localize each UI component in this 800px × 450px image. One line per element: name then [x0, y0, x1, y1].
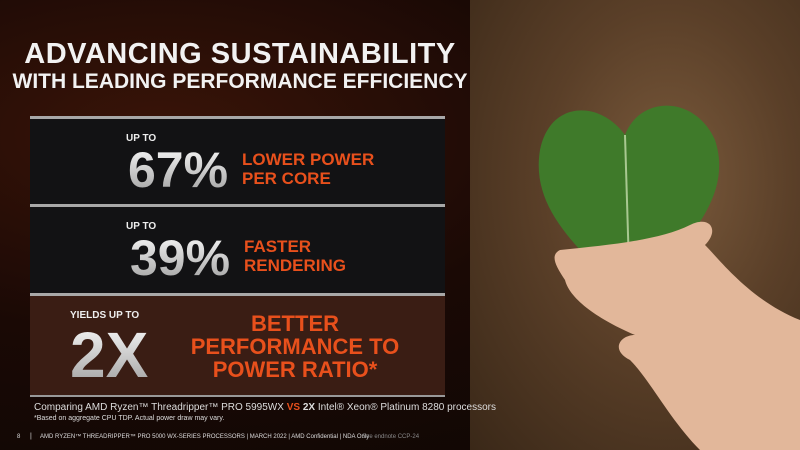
page-number: 8 — [17, 434, 21, 440]
stat-panel-efficiency: YIELDS UP TO 2X BETTER PERFORMANCE TO PO… — [30, 293, 445, 397]
title-line-1: ADVANCING SUSTAINABILITY — [24, 38, 456, 70]
footer-separator: | — [30, 433, 32, 440]
stat-desc-line-1: LOWER POWER — [242, 150, 375, 169]
comparison-count: 2X — [300, 402, 316, 413]
stat-desc-line-1: FASTER — [244, 237, 312, 256]
comparison-note: Comparing AMD Ryzen™ Threadripper™ PRO 5… — [34, 402, 496, 413]
stat-desc-line-2: RENDERING — [244, 256, 347, 275]
stat-value: 2X — [70, 319, 149, 391]
stat-desc-line-1: BETTER — [251, 311, 339, 336]
stat-desc-line-2: PER CORE — [242, 169, 331, 188]
comparison-text-2: Intel® Xeon® Platinum 8280 processors — [315, 402, 497, 413]
endnote-reference: See endnote CCP-24 — [362, 434, 420, 440]
stat-desc-line-2: PERFORMANCE TO — [190, 334, 400, 359]
stat-prefix: YIELDS UP TO — [70, 310, 140, 321]
title-line-2: WITH LEADING PERFORMANCE EFFICIENCY — [12, 70, 468, 93]
stat-desc-line-3: POWER RATIO* — [212, 357, 378, 382]
vs-label: VS — [286, 402, 301, 413]
stat-prefix: UP TO — [126, 221, 157, 232]
hand — [554, 221, 800, 450]
footnote: *Based on aggregate CPU TDP. Actual powe… — [34, 415, 225, 422]
stat-panel-power: UP TO 67% LOWER POWER PER CORE — [30, 116, 445, 204]
leaf-heart-photo — [470, 0, 800, 450]
stat-value: 39% — [130, 230, 231, 286]
comparison-text: Comparing AMD Ryzen™ Threadripper™ PRO 5… — [34, 402, 287, 413]
stat-value: 67% — [128, 142, 229, 198]
stat-prefix: UP TO — [126, 133, 157, 144]
footer-text: AMD RYZEN™ THREADRIPPER™ PRO 5000 WX-SER… — [40, 434, 370, 440]
stat-panel-rendering: UP TO 39% FASTER RENDERING — [30, 204, 445, 293]
